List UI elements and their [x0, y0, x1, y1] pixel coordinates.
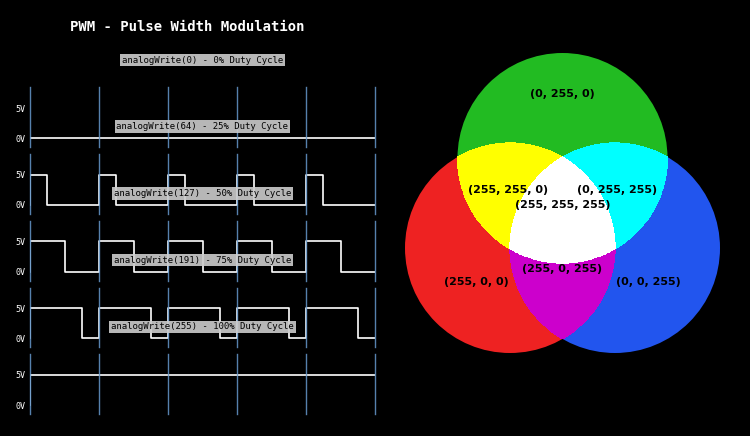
Text: (255, 0, 0): (255, 0, 0) — [444, 277, 509, 287]
Text: analogWrite(0) - 0% Duty Cycle: analogWrite(0) - 0% Duty Cycle — [122, 55, 284, 65]
Text: (255, 0, 255): (255, 0, 255) — [523, 264, 602, 274]
Text: analogWrite(127) - 50% Duty Cycle: analogWrite(127) - 50% Duty Cycle — [114, 189, 291, 198]
Circle shape — [405, 143, 615, 353]
Text: PWM - Pulse Width Modulation: PWM - Pulse Width Modulation — [70, 20, 304, 34]
Text: (0, 255, 255): (0, 255, 255) — [577, 185, 657, 195]
Text: analogWrite(64) - 25% Duty Cycle: analogWrite(64) - 25% Duty Cycle — [116, 122, 289, 131]
Text: (255, 255, 0): (255, 255, 0) — [468, 185, 548, 195]
Circle shape — [458, 53, 668, 263]
Text: (0, 255, 0): (0, 255, 0) — [530, 89, 595, 99]
Text: (255, 255, 255): (255, 255, 255) — [514, 200, 610, 210]
Text: (0, 0, 255): (0, 0, 255) — [616, 277, 681, 287]
Text: analogWrite(255) - 100% Duty Cycle: analogWrite(255) - 100% Duty Cycle — [111, 322, 294, 331]
Circle shape — [510, 143, 720, 353]
Text: analogWrite(191) - 75% Duty Cycle: analogWrite(191) - 75% Duty Cycle — [114, 255, 291, 265]
